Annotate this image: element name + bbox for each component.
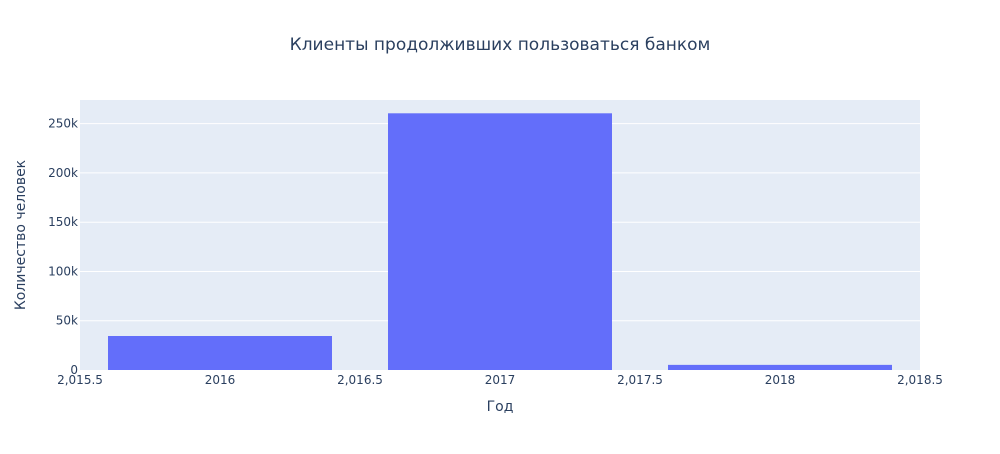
y-tick-label: 50k [56,314,78,328]
x-tick-label: 2,017.5 [617,373,663,387]
bars [108,113,892,370]
x-tick-label: 2017 [485,373,516,387]
y-tick-label: 0 [70,363,78,377]
y-axis-ticks: 0 50k 100k 150k 200k 250k [48,117,78,377]
x-tick-label: 2,018.5 [897,373,943,387]
y-tick-label: 100k [48,264,78,278]
x-axis-label: Год [487,399,514,415]
y-tick-label: 150k [48,215,78,229]
x-tick-label: 2016 [205,373,236,387]
x-tick-label: 2018 [765,373,796,387]
x-tick-label: 2,015.5 [57,373,103,387]
y-axis-label: Количество человек [13,160,29,310]
x-axis-ticks: 2,015.5 2016 2,016.5 2017 2,017.5 2018 2,018.5 [57,373,943,387]
x-tick-label: 2,016.5 [337,373,383,387]
y-tick-label: 200k [48,166,78,180]
bar-2016[interactable] [108,336,332,370]
y-tick-label: 250k [48,117,78,131]
bar-2018[interactable] [668,364,892,370]
bar-2017[interactable] [388,113,612,370]
chart-title: Клиенты продолживших пользоваться банком [290,35,711,55]
